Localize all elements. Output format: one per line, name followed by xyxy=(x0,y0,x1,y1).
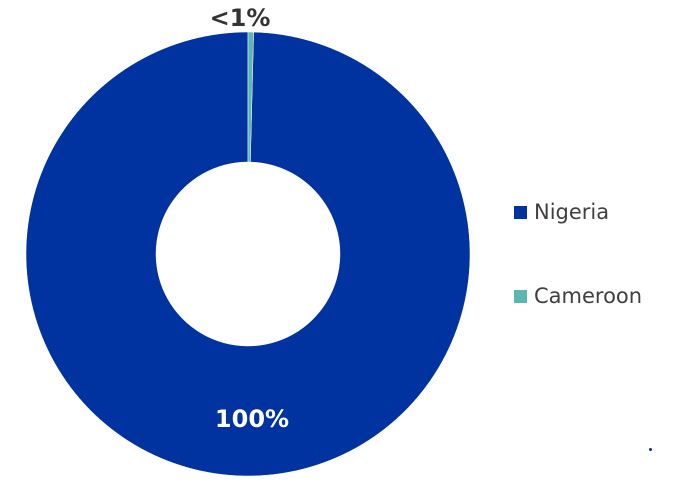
stray-dot xyxy=(649,448,652,451)
legend-label-nigeria: Nigeria xyxy=(534,200,610,224)
legend-item-nigeria: Nigeria xyxy=(514,198,642,226)
data-label-nigeria: 100% xyxy=(215,405,289,433)
legend-swatch-cameroon xyxy=(514,289,527,303)
data-label-cameroon: <1% xyxy=(210,4,271,32)
legend-label-cameroon: Cameroon xyxy=(534,284,643,308)
donut-data-labels: 100% <1% xyxy=(210,4,290,433)
donut-slice-nigeria xyxy=(25,31,471,477)
legend-item-cameroon: Cameroon xyxy=(514,282,642,310)
chart-legend: Nigeria Cameroon xyxy=(514,198,642,366)
legend-swatch-nigeria xyxy=(514,205,527,219)
donut-slice-cameroon xyxy=(247,31,254,163)
donut-slices xyxy=(25,31,471,477)
